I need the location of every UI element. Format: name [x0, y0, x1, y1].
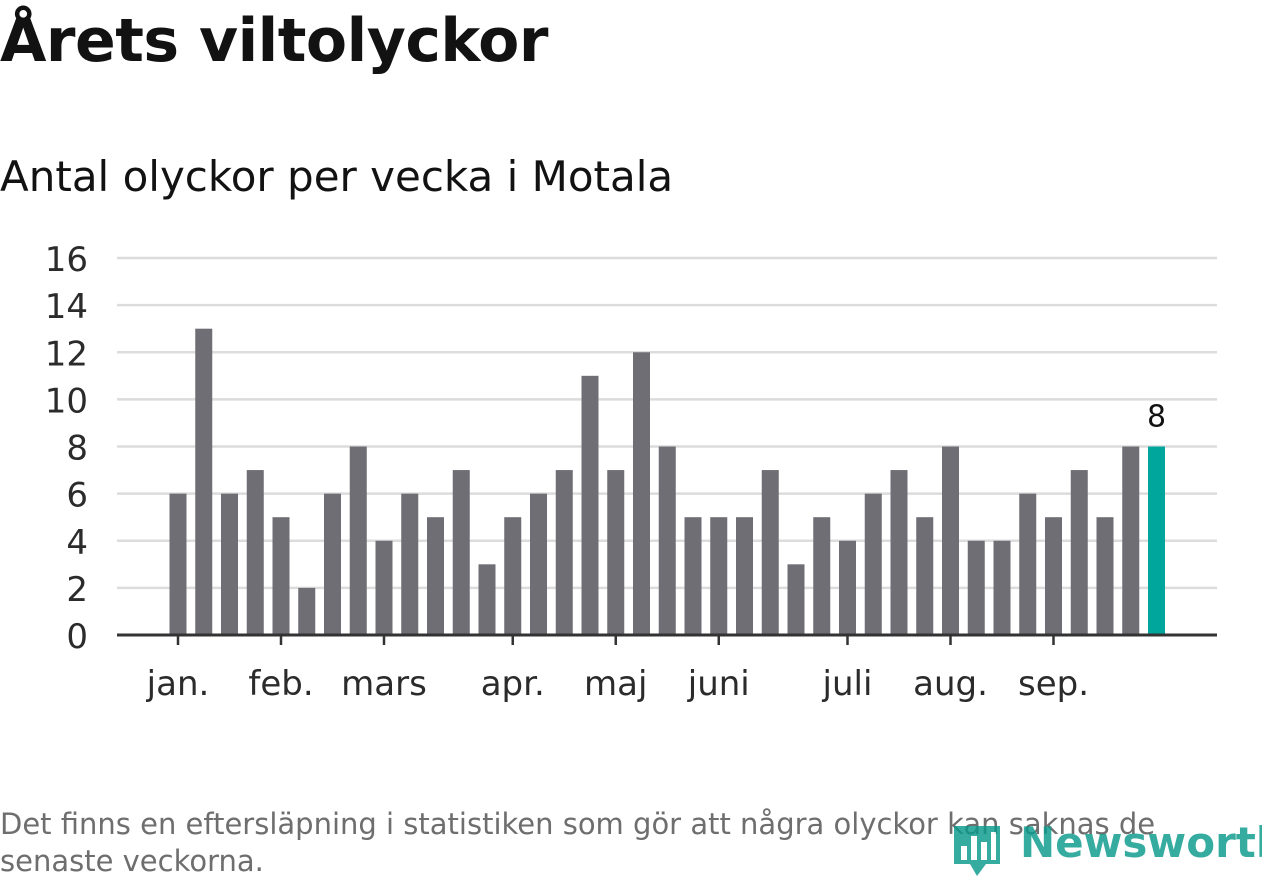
- y-tick-label: 0: [66, 617, 88, 657]
- y-tick-label: 2: [66, 570, 88, 610]
- bar: [839, 540, 856, 635]
- y-tick-label: 14: [45, 287, 88, 327]
- bar: [349, 446, 367, 635]
- y-tick-label: 6: [66, 476, 88, 516]
- bar: [195, 328, 213, 635]
- bar: [555, 470, 573, 635]
- bar: [581, 375, 599, 635]
- bar: [324, 493, 341, 635]
- bar: [1096, 517, 1114, 635]
- bar: [916, 517, 934, 635]
- y-tick-label: 12: [45, 334, 88, 374]
- bar: [658, 446, 676, 635]
- bar: [736, 517, 753, 635]
- x-tick-label: juni: [687, 664, 750, 704]
- bar: [246, 470, 264, 635]
- bar: [942, 446, 959, 635]
- x-tick-label: jan.: [146, 664, 210, 704]
- bar: [169, 493, 187, 635]
- bar: [298, 587, 316, 635]
- highlight-bar: [1148, 446, 1165, 635]
- bar: [813, 517, 831, 635]
- bar: [890, 470, 908, 635]
- y-tick-label: 10: [45, 381, 88, 421]
- bar: [684, 517, 702, 635]
- bar: [504, 517, 522, 635]
- y-tick-label: 8: [66, 429, 88, 469]
- x-tick-label: sep.: [1018, 664, 1089, 704]
- x-tick-label: maj: [584, 664, 647, 704]
- bar: [401, 493, 419, 635]
- y-tick-label: 4: [66, 523, 88, 563]
- bar: [452, 470, 470, 635]
- bar: [1045, 517, 1062, 635]
- x-tick-label: aug.: [913, 664, 988, 704]
- bar: [427, 517, 444, 635]
- newsworthy-logo: Newsworthy: [952, 816, 1262, 878]
- x-tick-label: mars: [341, 664, 427, 704]
- x-tick-label: juli: [822, 664, 873, 704]
- bar: [607, 470, 625, 635]
- bar: [1070, 470, 1088, 635]
- chart-subtitle: Antal olyckor per vecka i Motala: [0, 152, 674, 201]
- logo-text: Newsworthy: [1020, 818, 1262, 867]
- bar: [761, 470, 779, 635]
- bar: [478, 564, 496, 635]
- y-tick-label: 16: [45, 240, 88, 280]
- bar: [710, 517, 728, 635]
- x-tick-label: apr.: [481, 664, 545, 704]
- bar: [967, 540, 985, 635]
- bar: [864, 493, 882, 635]
- bar: [530, 493, 547, 635]
- bar: [1019, 493, 1037, 635]
- bar: [1122, 446, 1140, 635]
- bar: [375, 540, 393, 635]
- bar: [993, 540, 1011, 635]
- bar: [272, 517, 290, 635]
- chart-title: Årets viltolyckor: [0, 6, 549, 76]
- x-tick-label: feb.: [248, 664, 313, 704]
- highlight-data-label: 8: [1147, 400, 1166, 435]
- bar: [221, 493, 238, 635]
- bar: [787, 564, 805, 635]
- bar: [633, 352, 650, 635]
- bar-chart-speech-icon: [954, 826, 1000, 876]
